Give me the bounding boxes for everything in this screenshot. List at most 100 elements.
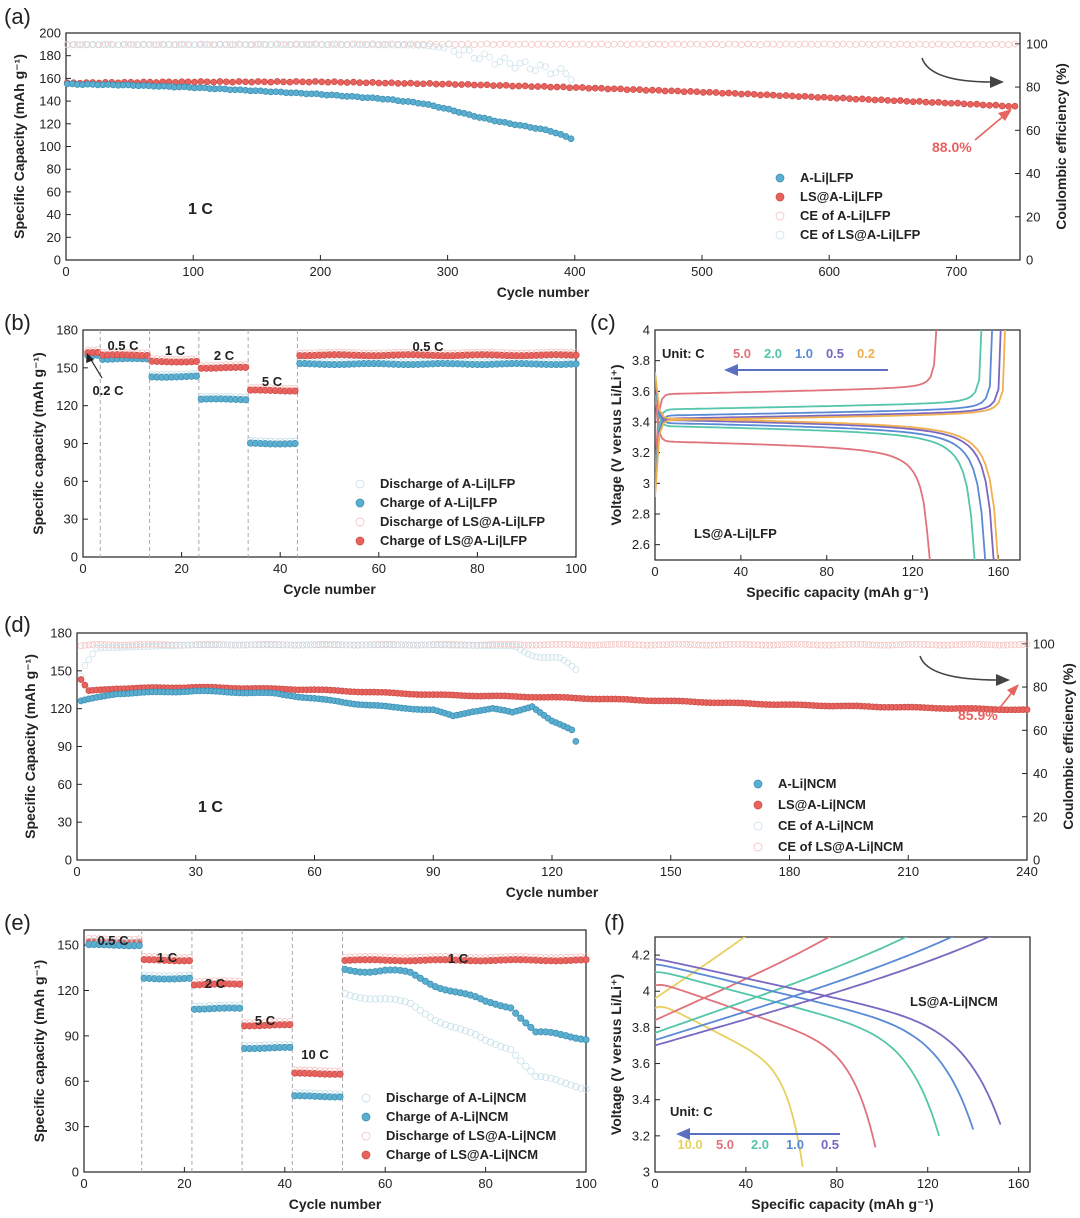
ls-charge-point [336,1070,344,1078]
ls-a-li-lfp-point [719,89,726,97]
ls-a-li-lfp-point [591,84,599,92]
ce-ls-lfp-point [947,41,955,48]
ce-a-lfp-point [440,44,448,52]
ce-a-ncm-point [239,641,247,649]
ce-ls-ncm-point [600,641,607,649]
y-tick-label: 120 [39,116,61,131]
a-discharge-point [436,1019,444,1027]
ce-a-lfp-point [567,76,575,83]
ce-a-lfp-point [84,41,91,49]
ce-a-ncm-point [429,641,437,649]
ce-ls-ncm-point [948,641,956,649]
ce-a-ncm-point [283,641,291,649]
y-tick-label: 4.2 [632,948,650,963]
ls-a-li-lfp-point [350,78,357,86]
ce-a-ncm-point [224,641,231,649]
y-tick-label: 0 [54,253,61,268]
a-charge-point [192,372,200,380]
y-tick-label: 100 [39,139,61,154]
ce-ls-lfp-point [572,40,580,48]
x-tick-label: 100 [565,561,587,576]
ls-a-li-lfp-point [540,83,548,90]
ce-a-ncm-point [418,641,425,649]
ce-ls-ncm-point [809,641,817,649]
ce-a-lfp-point [450,47,458,55]
ce-ls-lfp-point [1005,41,1012,48]
ls-a-li-ncm-point [81,681,89,689]
ce-a-ncm-point [303,641,310,649]
ce-ls-ncm-point [556,640,564,648]
ce-a-lfp-point [465,47,473,54]
ce-a-ncm-point [346,641,354,649]
ce-a-lfp-point [542,63,549,71]
a-li-ncm-point [572,738,580,745]
ce-a-ncm-point [477,642,485,649]
ce-a-ncm-point [247,641,255,649]
legend-marker [361,1093,371,1103]
ce-ls-ncm-point [536,641,544,649]
ls-a-li-lfp-point [642,87,650,94]
ls-a-li-lfp-point [801,92,809,100]
ce-a-ncm-point [148,642,156,650]
ce-ls-lfp-point [668,40,675,48]
legend-entry: LS@A-Li|NCM [778,797,866,812]
ce-a-lfp-point [562,70,570,77]
ce-a-lfp-point [165,41,173,49]
ce-a-ncm-point [509,642,516,650]
ce-ls-ncm-point [683,641,690,648]
y2-tick-label: 80 [1026,80,1040,95]
ce-ls-ncm-point [782,641,789,648]
ce-ls-lfp-point [356,41,364,48]
legend-marker [355,517,365,527]
x-tick-label: 240 [1016,864,1038,879]
ls-a-li-lfp-point [432,80,440,88]
ce-ls-lfp-point [788,40,796,48]
ce-ls-ncm-point [837,641,845,649]
ce-ls-ncm-point [627,641,635,648]
ce-ls-ncm-point [643,641,651,649]
ce-a-lfp-point [303,41,310,49]
ce-a-ncm-point [457,641,465,649]
ce-ls-ncm-point [821,641,829,649]
x-tick-label: 0 [651,1176,658,1191]
ls-a-li-ncm-point [1023,706,1031,713]
ce-ls-ncm-point [893,641,900,649]
ce-a-ncm-point [140,643,148,650]
ce-a-lfp-point [404,41,412,49]
ls-a-li-lfp-point [674,87,682,95]
ls-a-li-lfp-point [566,84,574,92]
panel-d-chart: 0 30 60 90 120 150 180 210 2400306090120150180Cy… [22,626,1076,901]
a-discharge-point [532,1072,540,1080]
ce-a-ncm-point [386,641,394,649]
ls-a-li-lfp-point [420,80,427,88]
y2-axis-label: Coulombic efficiency (%) [1060,663,1076,829]
ls-a-li-lfp-point [769,91,777,99]
x-tick-label: 120 [541,864,563,879]
a-discharge-point [456,1025,465,1033]
y-tick-label: 60 [58,777,72,792]
ce-ls-ncm-point [936,641,944,649]
ls-a-li-lfp-point [693,88,701,96]
rate-label: 2 C [205,976,226,991]
ce-a-lfp-point [180,41,188,49]
ce-ls-lfp-point [808,40,815,48]
ce-ls-lfp-point [102,40,109,48]
panel-f-unit: Unit: C [670,1104,713,1119]
a-charge-point [336,1093,344,1101]
ce-ls-lfp-point [827,40,834,48]
ce-ls-ncm-point [928,641,936,649]
a-discharge-point [552,1076,560,1084]
ls-a-li-lfp-point [299,78,306,86]
ls-a-li-lfp-point [928,99,936,106]
y-tick-label: 80 [47,162,61,177]
ce-ls-ncm-point [833,641,841,649]
ce-ls-lfp-point [598,40,605,48]
ce-a-ncm-point [85,656,93,664]
ce-a-ncm-point [469,642,477,649]
ce-ls-ncm-point [568,641,576,648]
ce-ls-lfp-point [909,41,917,48]
ce-a-lfp-point [318,41,326,49]
ce-ls-ncm-point [148,640,156,648]
y2-tick-label: 20 [1033,809,1047,824]
x-tick-label: 600 [818,264,840,279]
